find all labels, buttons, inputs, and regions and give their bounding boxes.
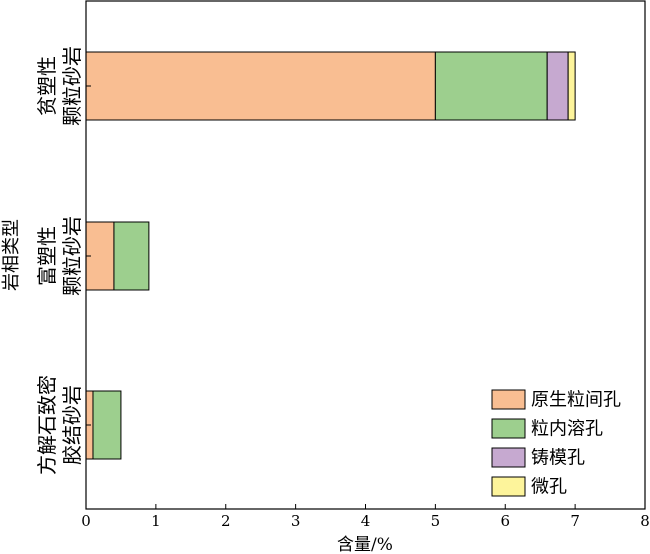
bar-segment [434,51,548,121]
x-axis-ticks: 0 1 2 3 4 5 6 7 8 [81,504,650,530]
y-category-label: 富塑性 颗粒砂岩 [35,216,84,296]
x-tick-label: 1 [151,512,161,530]
y-category-label: 贫塑性 颗粒砂岩 [35,46,84,126]
legend-swatch [491,447,526,468]
bar-segment [85,51,436,121]
legend-swatch [491,476,526,497]
y-axis-ticks [86,85,91,426]
legend-swatch [491,418,526,439]
x-axis-label: 含量/% [337,535,393,554]
legend-label: 微孔 [531,477,567,498]
legend-label: 铸模孔 [531,448,585,469]
legend-swatch [491,389,526,410]
bar-segment [546,51,569,121]
x-tick-label: 2 [221,512,231,530]
x-tick-label: 8 [640,512,650,530]
y-category-label-line: 方解石致密 [35,375,59,475]
bar-segment [113,221,150,291]
x-tick-label: 3 [291,512,301,530]
y-category-label-line: 贫塑性 [35,56,59,116]
bar-segment [567,51,576,121]
y-axis-label: 岩相类型 [1,219,22,291]
x-tick-label: 5 [431,512,441,530]
y-category-label: 方解石致密 胶结砂岩 [35,375,84,475]
legend-label: 粒内溶孔 [531,419,603,440]
bar-segment [92,390,122,460]
x-tick-label: 7 [570,512,580,530]
x-tick-label: 0 [81,512,91,530]
y-category-label-line: 胶结砂岩 [60,385,84,465]
y-category-label-line: 富塑性 [35,226,59,286]
y-category-label-line: 颗粒砂岩 [60,46,84,126]
x-tick-label: 4 [361,512,371,530]
x-tick-label: 6 [500,512,510,530]
y-category-label-line: 颗粒砂岩 [60,216,84,296]
legend-label: 原生粒间孔 [531,390,621,411]
